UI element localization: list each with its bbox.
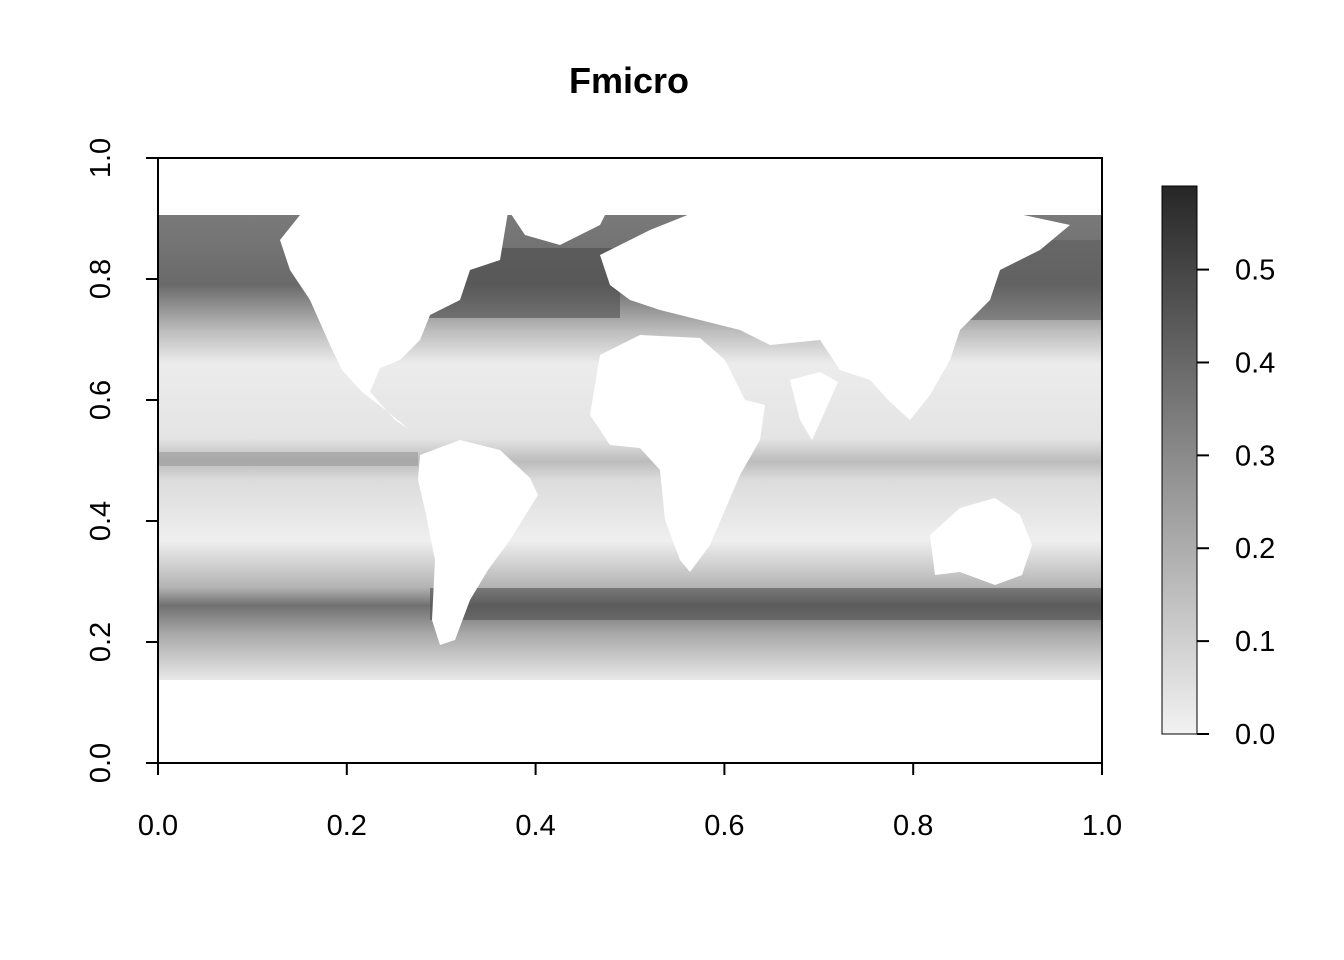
- colorbar-ticks: 0.0 0.1 0.2 0.3 0.4 0.5: [1197, 255, 1275, 751]
- x-tick-label: 0.8: [893, 810, 933, 842]
- y-tick-label: 0.8: [85, 259, 117, 299]
- colorbar-tick-label: 0.2: [1235, 533, 1275, 565]
- land-antarctica-gap: [158, 680, 1102, 763]
- southern-ocean-band: [430, 588, 1102, 620]
- y-tick-label: 0.6: [85, 380, 117, 420]
- y-axis: 0.0 0.2 0.4 0.6 0.8 1.0: [85, 138, 158, 783]
- x-tick-label: 1.0: [1082, 810, 1122, 842]
- equatorial-band: [158, 452, 418, 466]
- land-arctic-gap: [158, 158, 1102, 215]
- y-tick-label: 0.0: [85, 743, 117, 783]
- y-tick-label: 1.0: [85, 138, 117, 178]
- colorbar-gradient: [1161, 185, 1198, 735]
- land-eurasia: [600, 190, 1070, 420]
- land-india: [790, 372, 838, 440]
- land-south-america: [418, 440, 538, 645]
- y-tick-label: 0.4: [85, 501, 117, 541]
- plot-frame: [157, 157, 1103, 764]
- land-africa: [590, 335, 765, 572]
- colorbar-tick-label: 0.0: [1235, 719, 1275, 751]
- x-axis: 0.0 0.2 0.4 0.6 0.8 1.0: [138, 763, 1122, 842]
- x-tick-label: 0.2: [327, 810, 367, 842]
- x-tick-label: 0.4: [515, 810, 555, 842]
- x-tick-label: 0.0: [138, 810, 178, 842]
- colorbar-tick-label: 0.5: [1235, 255, 1275, 287]
- colorbar-tick-label: 0.1: [1235, 626, 1275, 658]
- colorbar: 0.0 0.1 0.2 0.3 0.4 0.5: [1161, 185, 1275, 751]
- colorbar-tick-label: 0.4: [1235, 347, 1275, 379]
- chart-title: Fmicro: [569, 60, 689, 101]
- x-tick-label: 0.6: [704, 810, 744, 842]
- landmasses: [158, 158, 1102, 763]
- y-tick-label: 0.2: [85, 622, 117, 662]
- plot-area: [157, 157, 1103, 764]
- colorbar-tick-label: 0.3: [1235, 440, 1275, 472]
- land-north-america: [280, 182, 510, 430]
- land-australia: [930, 498, 1032, 585]
